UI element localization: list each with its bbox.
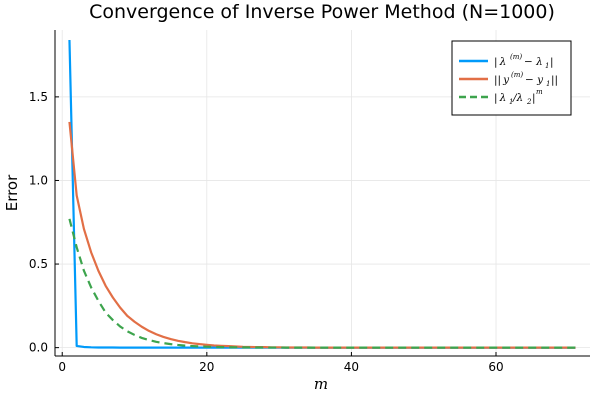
legend-label-y-error: || y (m) − y 1 || [494, 71, 558, 88]
svg-text:1: 1 [545, 62, 549, 70]
svg-text:/λ: /λ [512, 92, 523, 104]
svg-text:− y: − y [525, 74, 544, 86]
y-tick-label: 1.0 [29, 173, 48, 187]
svg-text:| λ: | λ [494, 92, 506, 105]
svg-text:− λ: − λ [524, 56, 543, 68]
svg-text:| λ: | λ [494, 56, 506, 69]
legend: | λ (m) − λ 1 | || y (m) − y 1 || | λ 1 … [451, 40, 572, 116]
svg-text:1: 1 [509, 98, 513, 106]
x-tick-label: 40 [344, 360, 359, 374]
svg-text:1: 1 [546, 80, 550, 88]
svg-text:|: | [532, 92, 536, 105]
series-layer [68, 40, 576, 349]
y-tick-label: 1.5 [29, 90, 48, 104]
x-tick-label: 0 [58, 360, 66, 374]
chart-title: Convergence of Inverse Power Method (N=1… [89, 1, 555, 23]
legend-label-lambda-error: | λ (m) − λ 1 | [494, 53, 554, 70]
x-tick-label: 20 [199, 360, 214, 374]
series-line-ratio [68, 218, 576, 349]
svg-text:(m): (m) [511, 71, 523, 79]
legend-label-ratio: | λ 1 /λ 2 | m [494, 88, 543, 106]
svg-text:(m): (m) [510, 53, 522, 61]
x-axis-label: m [314, 375, 328, 393]
svg-text:2: 2 [526, 98, 532, 106]
ticks: 0 20 40 60 0.0 0.5 1.0 1.5 [29, 90, 504, 374]
x-tick-label: 60 [488, 360, 503, 374]
y-tick-label: 0.0 [29, 341, 48, 355]
svg-text:m: m [536, 88, 543, 96]
series-line-y-error [68, 121, 576, 349]
svg-text:||: || [551, 74, 558, 87]
y-axis-label: Error [3, 174, 21, 211]
svg-text:|| y: || y [494, 74, 510, 87]
svg-text:|: | [550, 56, 554, 69]
y-tick-label: 0.5 [29, 257, 48, 271]
